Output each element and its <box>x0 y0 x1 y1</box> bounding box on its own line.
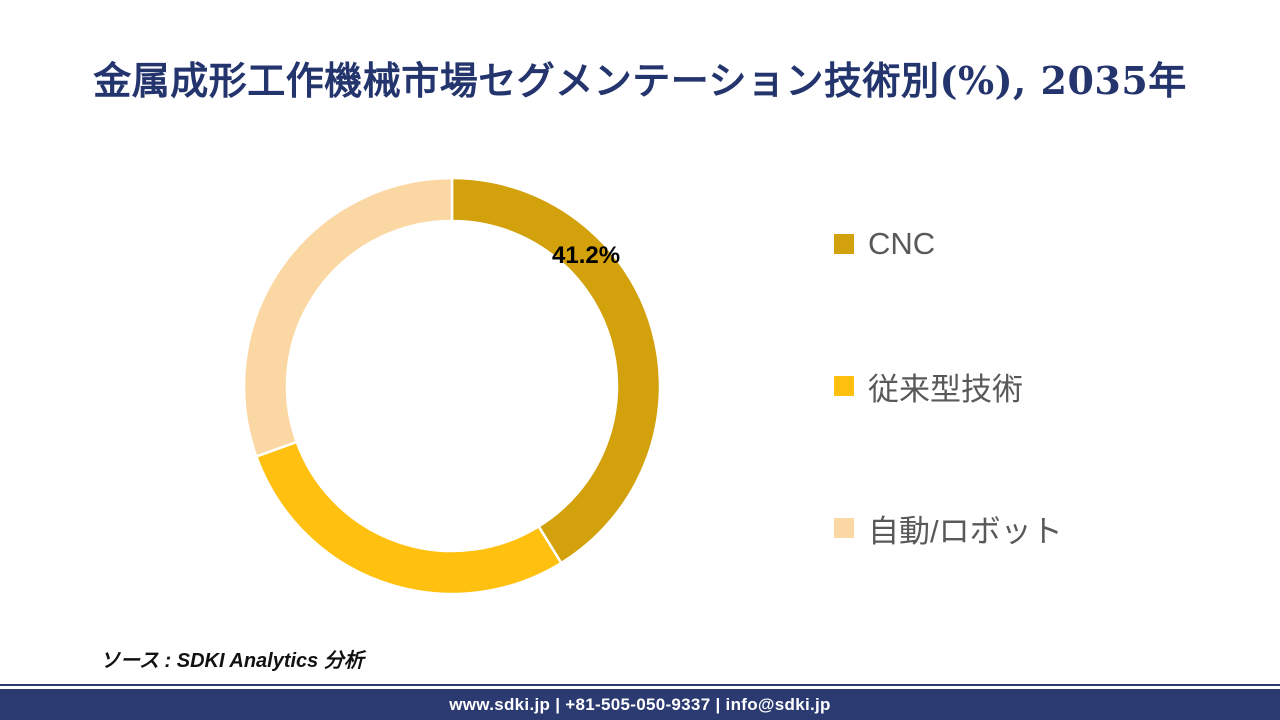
footer-divider <box>0 684 1280 686</box>
legend-label-automated-robotic: 自動/ロボット <box>868 513 1063 549</box>
legend-item-conventional-technology: 従来型技術 <box>834 364 1063 408</box>
donut-segment-cnc <box>450 176 662 565</box>
chart-legend: CNC 従来型技術自動/ロボット <box>834 222 1063 550</box>
donut-chart <box>242 176 662 596</box>
footer-bar: www.sdki.jp | +81-505-050-9337 | info@sd… <box>0 689 1280 720</box>
footer-contact-text: www.sdki.jp | +81-505-050-9337 | info@sd… <box>449 694 831 714</box>
legend-item-cnc: CNC <box>834 222 1063 266</box>
source-note: ソース : SDKI Analytics 分析 <box>100 650 364 672</box>
legend-label-cnc: CNC <box>868 226 936 261</box>
donut-segment-automated-robotic <box>242 176 454 458</box>
legend-item-automated-robotic: 自動/ロボット <box>834 506 1063 550</box>
legend-swatch-icon-conventional-technology <box>834 376 854 396</box>
legend-swatch-icon-automated-robotic <box>834 518 854 538</box>
legend-swatch-icon-cnc <box>834 234 854 254</box>
chart-title: 金属成形工作機械市場セグメンテーション技術別(%), 2035年 <box>93 58 1187 103</box>
donut-segment-conventional-technology <box>255 440 563 596</box>
data-label-cnc: 41.2% <box>552 242 621 269</box>
legend-label-conventional-technology: 従来型技術 <box>868 371 1023 407</box>
